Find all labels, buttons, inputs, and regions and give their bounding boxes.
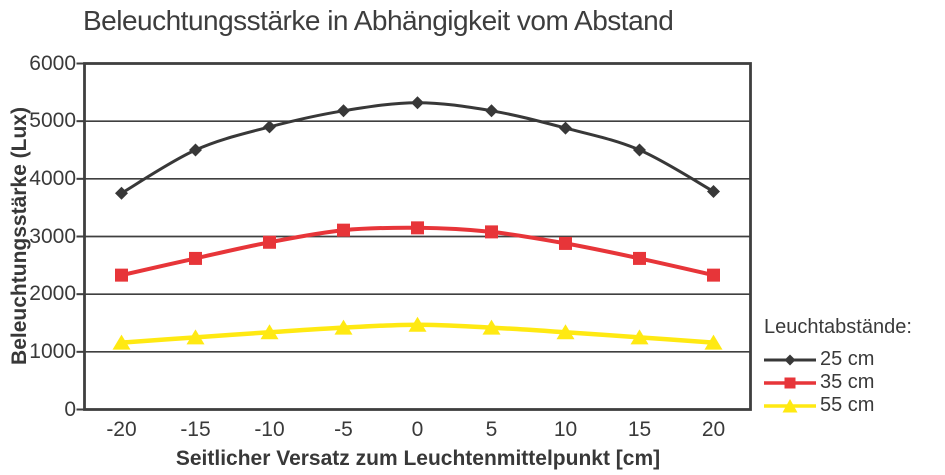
data-point-diamond	[337, 104, 350, 118]
y-tick-label: 2000	[29, 282, 76, 306]
legend-item: 55 cm	[764, 394, 942, 417]
legend-triangle-marker-icon	[764, 398, 816, 412]
data-point-triangle	[408, 316, 427, 332]
legend-title: Leuchtabstände:	[764, 316, 912, 338]
y-tick-label: 4000	[29, 166, 76, 190]
legend-diamond-marker-icon	[764, 354, 816, 365]
data-point-triangle	[260, 324, 279, 340]
data-point-triangle	[112, 334, 131, 350]
data-point-diamond	[633, 143, 646, 157]
legend-item: 35 cm	[764, 371, 942, 394]
data-point-diamond	[707, 185, 720, 199]
data-point-diamond	[189, 143, 202, 157]
data-point-triangle	[482, 319, 501, 335]
y-tick-label: 6000	[29, 51, 76, 75]
data-point-square	[485, 225, 498, 239]
data-point-triangle	[186, 329, 205, 345]
y-tick-label: 0	[64, 397, 76, 421]
data-point-square	[559, 236, 572, 250]
series-line-35-cm	[121, 225, 714, 278]
data-point-square	[707, 268, 720, 282]
data-point-square	[189, 251, 202, 265]
x-tick-label: 10	[553, 418, 578, 441]
x-tick-label: 0	[411, 418, 424, 441]
legend-item-label: 55 cm	[820, 394, 875, 416]
legend-square-marker-icon	[764, 377, 816, 388]
x-tick-label: -20	[106, 418, 137, 441]
legend: Leuchtabstände: 25 cm 35 cm 55 cm	[764, 316, 942, 417]
data-point-square	[337, 223, 350, 237]
data-point-diamond	[411, 96, 424, 110]
x-axis-title: Seitlicher Versatz zum Leuchtenmittelpun…	[175, 447, 661, 470]
data-point-diamond	[115, 186, 128, 200]
x-tick-label: 20	[701, 418, 726, 441]
data-point-diamond	[263, 120, 276, 134]
data-point-diamond	[485, 104, 498, 118]
x-tick-label: -10	[254, 418, 285, 441]
data-point-diamond	[559, 121, 572, 135]
chart-title: Beleuchtungsstärke in Abhängigkeit vom A…	[83, 5, 674, 36]
x-tick-label: 15	[627, 418, 652, 441]
legend-items: 25 cm 35 cm 55 cm	[764, 348, 942, 417]
data-point-triangle	[334, 319, 353, 335]
legend-item: 25 cm	[764, 348, 942, 371]
y-tick-label: 3000	[29, 224, 76, 248]
y-tick-label: 1000	[29, 339, 76, 363]
data-point-triangle	[704, 334, 723, 350]
data-point-square	[411, 221, 424, 235]
y-tick-label: 5000	[29, 109, 76, 133]
data-point-triangle	[556, 324, 575, 340]
plot-border	[83, 62, 752, 411]
data-point-square	[115, 268, 128, 282]
data-point-triangle	[630, 329, 649, 345]
legend-item-label: 35 cm	[820, 371, 875, 393]
data-point-square	[263, 235, 276, 249]
x-tick-label: -15	[180, 418, 211, 441]
legend-item-label: 25 cm	[820, 348, 875, 370]
data-point-square	[633, 251, 646, 265]
x-tick-label: -5	[334, 418, 353, 441]
x-tick-label: 5	[485, 418, 498, 441]
